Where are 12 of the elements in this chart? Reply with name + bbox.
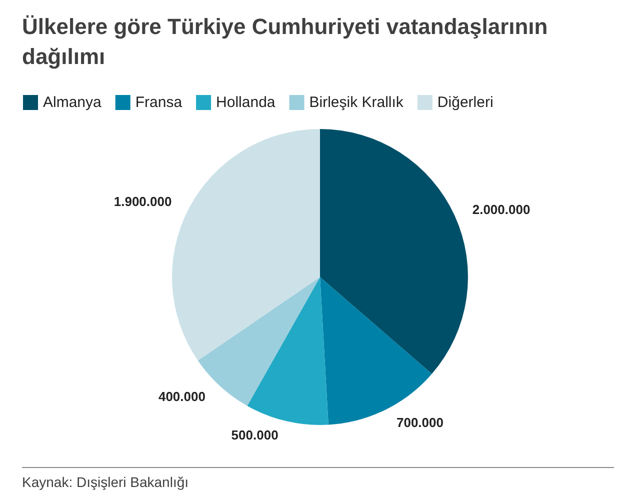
data-label: 700.000: [396, 414, 444, 430]
legend-label: Fransa: [135, 94, 183, 111]
legend-label: Almanya: [43, 94, 102, 111]
data-label: 1.900.000: [114, 194, 172, 209]
legend-label: Hollanda: [216, 94, 276, 111]
legend-label: Diğerleri: [437, 94, 494, 111]
text: Kaynak: Dışişleri Bakanlığı: [22, 467, 614, 490]
data-label: 2.000.000: [472, 202, 530, 218]
legend-label: Birleşik Krallık: [309, 94, 404, 111]
data-label: 500.000: [231, 427, 278, 442]
data-label: 400.000: [158, 388, 206, 404]
chart-title: Ülkelere göre Türkiye Cumhuriyeti vatandaşlarının dağılımı: [22, 13, 549, 71]
